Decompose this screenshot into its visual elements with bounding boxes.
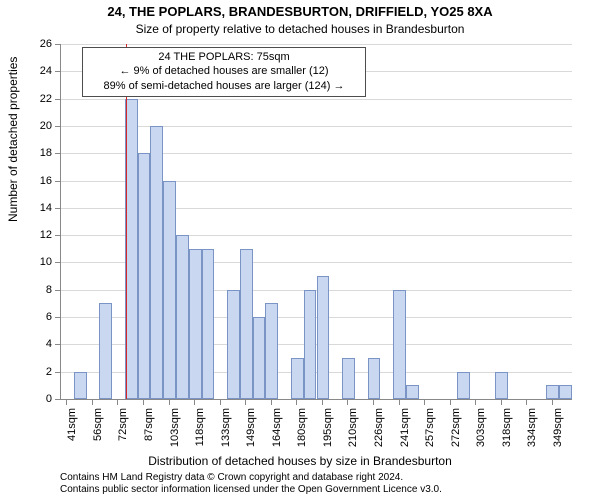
- x-tick-mark: [117, 400, 118, 405]
- y-tick-label: 6: [0, 311, 52, 323]
- x-tick-mark: [322, 400, 323, 405]
- bar: [317, 276, 330, 399]
- y-tick-label: 12: [0, 229, 52, 241]
- x-tick-mark: [526, 400, 527, 405]
- x-tick-mark: [347, 400, 348, 405]
- reference-line: [126, 44, 127, 399]
- bar: [393, 290, 406, 399]
- chart-title: 24, THE POPLARS, BRANDESBURTON, DRIFFIEL…: [0, 4, 600, 19]
- gridline: [61, 44, 572, 45]
- x-tick-mark: [92, 400, 93, 405]
- chart-subtitle: Size of property relative to detached ho…: [0, 22, 600, 36]
- y-tick-label: 14: [0, 202, 52, 214]
- x-tick-mark: [194, 400, 195, 405]
- credits-line-1: Contains HM Land Registry data © Crown c…: [60, 472, 442, 484]
- x-tick-mark: [143, 400, 144, 405]
- credits-line-2: Contains public sector information licen…: [60, 484, 442, 496]
- bar: [227, 290, 240, 399]
- bar: [457, 372, 470, 399]
- bar: [342, 358, 355, 399]
- bar: [253, 317, 266, 399]
- bar: [406, 385, 419, 399]
- gridline: [61, 99, 572, 100]
- x-tick-mark: [501, 400, 502, 405]
- x-tick-mark: [475, 400, 476, 405]
- bar: [150, 126, 163, 399]
- y-tick-label: 0: [0, 393, 52, 405]
- x-tick-mark: [245, 400, 246, 405]
- annotation-line-3: 89% of semi-detached houses are larger (…: [89, 79, 359, 93]
- bar: [265, 303, 278, 399]
- x-tick-mark: [399, 400, 400, 405]
- x-tick-mark: [373, 400, 374, 405]
- annotation-line-1: 24 THE POPLARS: 75sqm: [89, 50, 359, 64]
- annotation-line-2: ← 9% of detached houses are smaller (12): [89, 64, 359, 78]
- x-tick-mark: [552, 400, 553, 405]
- credits: Contains HM Land Registry data © Crown c…: [60, 472, 442, 496]
- bar: [368, 358, 381, 399]
- x-tick-mark: [220, 400, 221, 405]
- bar: [291, 358, 304, 399]
- y-tick-label: 16: [0, 175, 52, 187]
- x-tick-mark: [169, 400, 170, 405]
- chart-container: 24, THE POPLARS, BRANDESBURTON, DRIFFIEL…: [0, 0, 600, 500]
- bar: [99, 303, 112, 399]
- bar: [189, 249, 202, 399]
- bar: [163, 181, 176, 399]
- y-axis-label: Number of detached properties: [6, 57, 20, 222]
- y-tick-label: 2: [0, 366, 52, 378]
- x-tick-mark: [424, 400, 425, 405]
- bar: [546, 385, 559, 399]
- x-tick-mark: [296, 400, 297, 405]
- bar: [495, 372, 508, 399]
- bar: [74, 372, 87, 399]
- x-tick-mark: [450, 400, 451, 405]
- bar: [138, 153, 151, 399]
- bar: [240, 249, 253, 399]
- plot-area: [60, 44, 572, 400]
- x-axis-label: Distribution of detached houses by size …: [0, 454, 600, 468]
- y-tick-label: 4: [0, 338, 52, 350]
- y-tick-label: 20: [0, 120, 52, 132]
- gridline: [61, 126, 572, 127]
- bar: [176, 235, 189, 399]
- y-tick-label: 10: [0, 256, 52, 268]
- y-tick-label: 24: [0, 65, 52, 77]
- bar: [304, 290, 317, 399]
- x-tick-mark: [271, 400, 272, 405]
- x-tick-mark: [66, 400, 67, 405]
- y-tick-label: 18: [0, 147, 52, 159]
- bar: [559, 385, 572, 399]
- annotation-box: 24 THE POPLARS: 75sqm ← 9% of detached h…: [82, 47, 366, 97]
- bar: [202, 249, 215, 399]
- y-tick-label: 8: [0, 284, 52, 296]
- y-tick-label: 26: [0, 38, 52, 50]
- y-tick-label: 22: [0, 93, 52, 105]
